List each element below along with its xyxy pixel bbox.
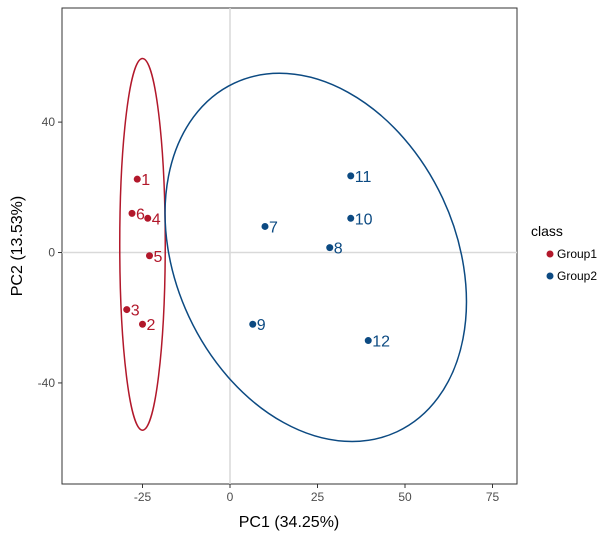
point-label: 2 [147,317,156,334]
x-tick-label: 50 [398,490,412,504]
legend-title: class [531,223,563,239]
y-axis-ticks: -40 0 40 [38,115,62,390]
legend-key-group2 [546,272,554,280]
y-tick-label: 0 [48,246,55,260]
point-label: 10 [355,211,373,228]
point-label: 11 [355,169,372,186]
ellipse-group1 [119,57,166,431]
data-point [139,320,146,328]
zero-lines [62,8,517,484]
data-point [249,320,257,328]
point-label: 12 [372,334,390,351]
data-point [347,172,355,180]
point-label: 3 [131,303,140,320]
y-axis-title: PC2 (13.53%) [9,196,26,297]
data-point [364,337,372,345]
point-label: 4 [152,211,161,228]
legend: class Group1 Group2 [531,223,597,283]
point-label: 7 [269,219,278,236]
legend-label-group2: Group2 [557,269,597,283]
point-label: 6 [136,206,145,223]
confidence-ellipses [119,57,468,443]
panel-background [61,7,518,485]
y-tick-label: -40 [38,376,56,390]
data-point [261,222,269,230]
x-axis-ticks: -25 0 25 50 75 [134,484,500,504]
y-tick-label: 40 [42,115,56,129]
data-point [146,252,153,260]
point-label: 9 [257,317,266,334]
x-axis-title: PC1 (34.25%) [239,514,340,531]
x-tick-label: 75 [486,490,500,504]
data-point [123,306,131,314]
x-tick-label: 0 [227,490,234,504]
data-point [326,244,334,252]
data-point [133,175,141,183]
x-tick-label: 25 [311,490,325,504]
x-tick-label: -25 [134,490,152,504]
point-label: 1 [141,172,150,189]
ellipse-group2 [164,72,468,443]
point-label: 5 [154,249,163,266]
legend-label-group1: Group1 [557,247,597,261]
point-label: 8 [334,241,343,258]
data-point [144,214,152,222]
data-point [347,214,355,222]
data-point [128,209,136,217]
legend-key-group1 [546,250,554,258]
